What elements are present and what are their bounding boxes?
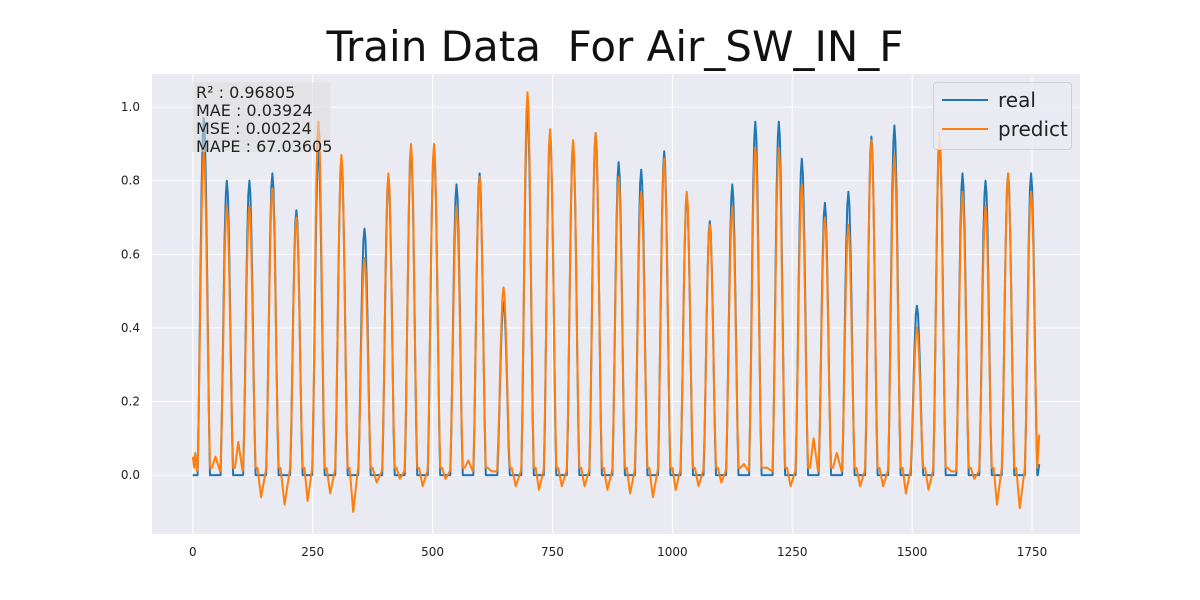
metric-r2: R² : 0.96805 — [196, 83, 296, 102]
x-tick-label: 1500 — [897, 545, 928, 559]
series-line-predict — [191, 91, 1041, 513]
y-tick-label: 0.4 — [121, 321, 140, 335]
x-tick-label: 1250 — [777, 545, 808, 559]
chart-title: Train Data For Air_SW_IN_F — [326, 22, 904, 71]
legend-label-real: real — [998, 88, 1036, 112]
metric-mse: MSE : 0.00224 — [196, 119, 312, 138]
x-tick-label: 1750 — [1017, 545, 1048, 559]
y-tick-label: 0.6 — [121, 247, 140, 261]
legend-swatch-real — [942, 99, 988, 101]
legend-item-real: real — [934, 88, 1071, 112]
series-layer — [191, 91, 1041, 513]
x-tick-label: 0 — [189, 545, 197, 559]
metrics-box — [192, 82, 330, 152]
y-tick-label: 0.2 — [121, 395, 140, 409]
y-tick-label: 0.8 — [121, 174, 140, 188]
metric-mape: MAPE : 67.03605 — [196, 137, 333, 156]
legend-label-predict: predict — [998, 117, 1068, 141]
y-tick-label: 1.0 — [121, 100, 140, 114]
metric-mae: MAE : 0.03924 — [196, 101, 313, 120]
x-tick-label: 250 — [301, 545, 324, 559]
legend: real predict — [933, 82, 1072, 150]
x-tick-label: 1000 — [657, 545, 688, 559]
x-axis-ticks: 0 250 500 750 1000 1250 1500 1750 — [189, 545, 1047, 559]
y-tick-label: 0.0 — [121, 468, 140, 482]
x-tick-label: 500 — [421, 545, 444, 559]
legend-item-predict: predict — [934, 117, 1071, 141]
y-axis-ticks: 0.0 0.2 0.4 0.6 0.8 1.0 — [121, 100, 140, 482]
legend-swatch-predict — [942, 128, 988, 130]
x-tick-label: 750 — [541, 545, 564, 559]
